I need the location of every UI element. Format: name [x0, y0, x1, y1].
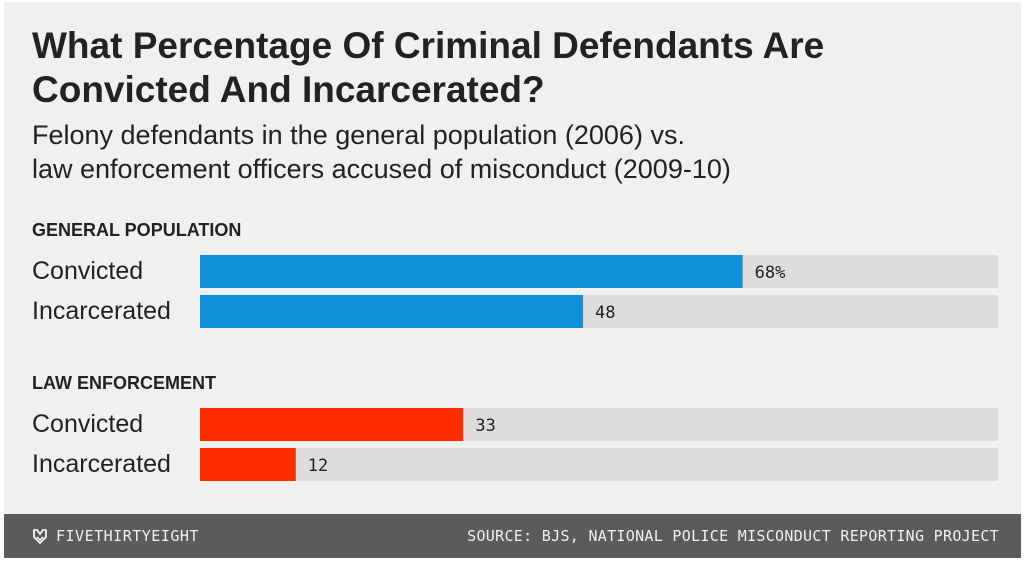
bar-value-label: 68% [755, 263, 786, 283]
subtitle-line-2: law enforcement officers accused of misc… [32, 154, 731, 184]
bar-value-label: 33 [475, 416, 495, 436]
bar-law-enforcement-incarcerated [200, 448, 296, 481]
bar-category-label: Convicted [32, 257, 143, 285]
bar-track [200, 448, 998, 481]
group-heading: GENERAL POPULATION [32, 220, 241, 240]
brand-name: FIVETHIRTYEIGHT [56, 527, 199, 545]
subtitle-line-1: Felony defendants in the general populat… [32, 120, 685, 150]
bar-general-population-convicted [200, 255, 743, 288]
bar-category-label: Incarcerated [32, 297, 171, 325]
source-note: SOURCE: BJS, NATIONAL POLICE MISCONDUCT … [467, 527, 999, 545]
bar-law-enforcement-convicted [200, 408, 464, 441]
bar-value-label: 12 [308, 456, 328, 476]
bar-category-label: Convicted [32, 410, 143, 438]
bar-chart: GENERAL POPULATION Convicted 68% Incarcerat… [32, 220, 998, 481]
chart-card: What Percentage Of Criminal Defendants A… [4, 2, 1021, 558]
bar-value-label: 48 [595, 303, 615, 323]
chart-subtitle: Felony defendants in the general populat… [32, 118, 992, 186]
brand: FIVETHIRTYEIGHT [32, 527, 199, 545]
bar-general-population-incarcerated [200, 295, 584, 328]
bar-category-label: Incarcerated [32, 450, 171, 478]
group-heading: LAW ENFORCEMENT [32, 373, 216, 393]
footer-bar: FIVETHIRTYEIGHT SOURCE: BJS, NATIONAL PO… [4, 514, 1021, 558]
chart-title: What Percentage Of Criminal Defendants A… [32, 25, 825, 110]
fivethirtyeight-logo-icon [33, 529, 47, 544]
